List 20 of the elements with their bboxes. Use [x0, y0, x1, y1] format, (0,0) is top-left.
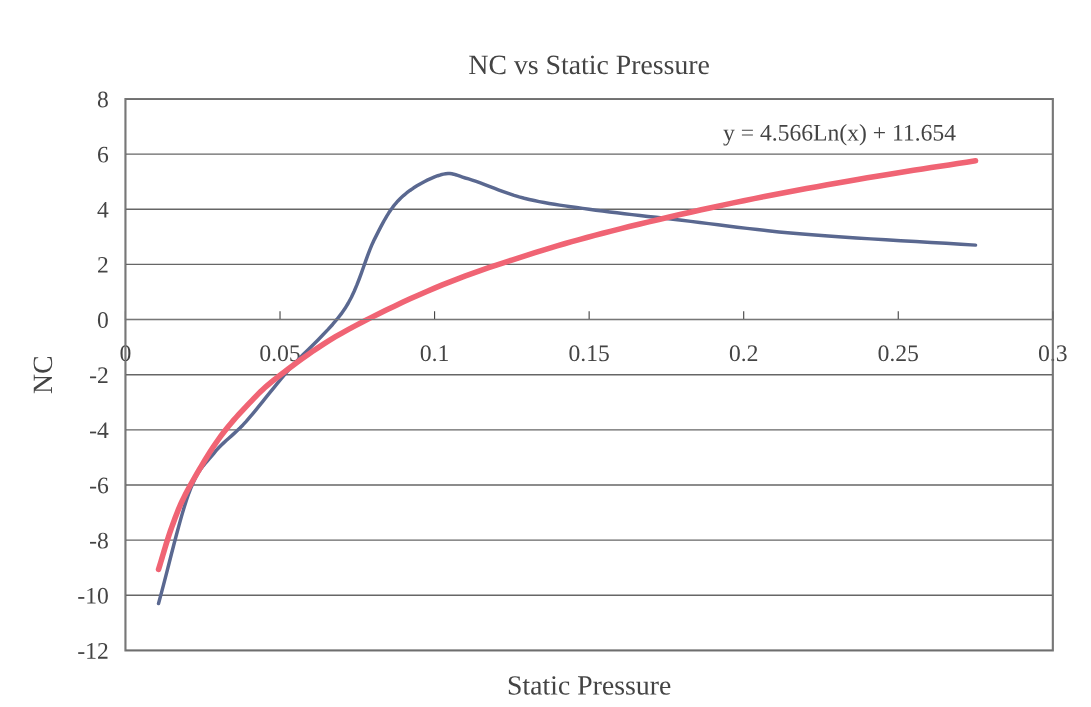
y-axis-title: NC [33, 356, 53, 394]
x-tick-label: 0.1 [420, 345, 448, 362]
y-tick-label: -2 [90, 367, 108, 383]
x-tick-label: 0.25 [878, 345, 918, 362]
chart-title: NC vs Static Pressure [469, 55, 709, 75]
y-tick-label: -12 [78, 643, 108, 659]
x-axis-title: Static Pressure [508, 676, 671, 695]
y-tick-label: -4 [90, 422, 109, 439]
x-tick-label: 0.05 [260, 345, 300, 362]
y-tick-label: -6 [90, 477, 109, 494]
y-tick-label: 2 [98, 256, 108, 273]
y-tick-label: -8 [90, 532, 108, 549]
annotation: y = 4.566Ln(x) + 11.654 [723, 124, 956, 146]
y-tick-label: 6 [98, 146, 109, 163]
x-tick-label: 0.2 [729, 345, 758, 362]
y-tick-label: 8 [97, 91, 108, 108]
y-tick-label: 4 [97, 201, 109, 218]
x-tick-label: 0.15 [569, 345, 609, 362]
y-tick-label: -10 [78, 587, 108, 604]
y-tick-label: 0 [97, 312, 108, 328]
